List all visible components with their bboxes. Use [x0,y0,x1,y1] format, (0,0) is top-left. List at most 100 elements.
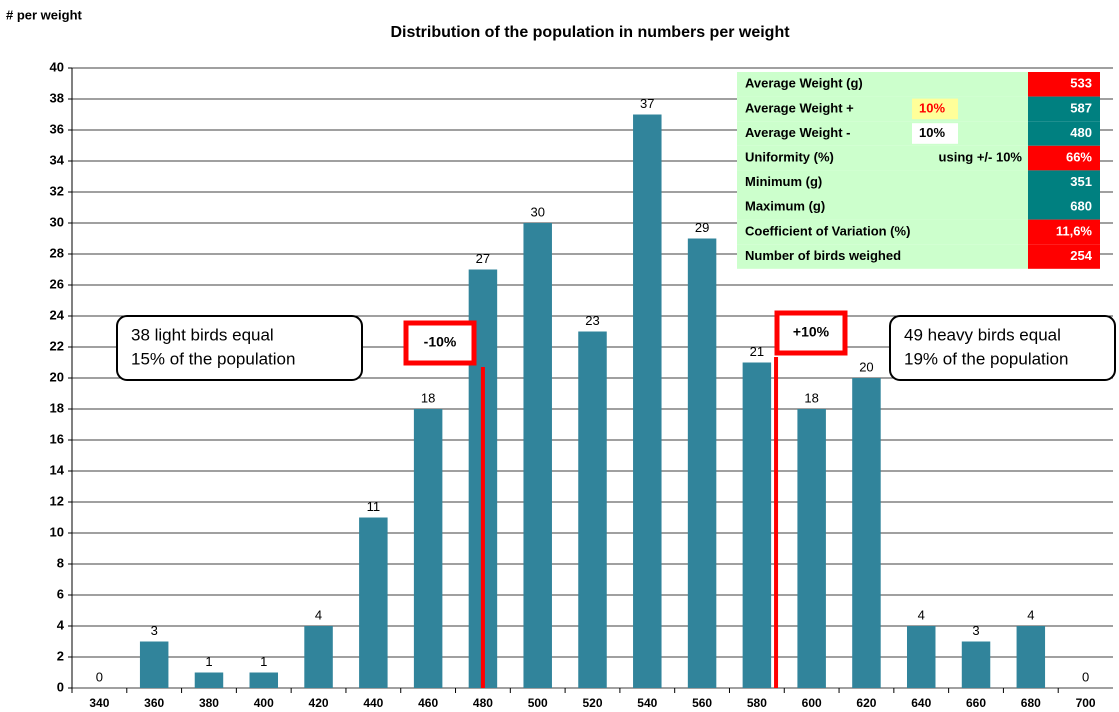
value-label: 21 [750,344,764,359]
stats-value: 11,6% [1056,223,1093,238]
bar [413,409,443,688]
x-tick-label: 620 [856,696,876,710]
annotation-text: 19% of the population [904,349,1068,368]
bar [139,641,169,688]
stats-label-cell [737,219,1028,245]
chart-title: Distribution of the population in number… [390,24,790,41]
value-label: 4 [315,607,322,622]
y-tick-label: 24 [50,307,65,322]
x-tick-label: 640 [911,696,931,710]
stats-label-cell [737,244,1028,269]
stats-label-cell [737,96,1028,122]
stats-value-cell [1028,96,1100,122]
stats-value-cell [1028,244,1100,269]
x-tick-label: 380 [199,696,219,710]
bar [742,362,772,688]
annotation-text: 49 heavy birds equal [904,325,1061,344]
stats-value: 480 [1070,125,1092,140]
stats-label: Minimum (g) [745,174,822,189]
y-tick-label: 14 [50,462,65,477]
y-tick-label: 16 [50,431,64,446]
bar [797,409,826,688]
stats-value: 680 [1070,199,1092,214]
value-label: 18 [804,390,818,405]
value-label: 37 [640,96,654,111]
x-tick-label: 540 [637,696,657,710]
x-tick-label: 680 [1021,696,1041,710]
stats-value: 254 [1070,248,1092,263]
bar [633,114,662,688]
stats-value: 533 [1070,76,1092,91]
stats-label: Number of birds weighed [745,248,901,263]
value-label: 18 [421,390,435,405]
annotation-text: 38 light birds equal [131,325,274,344]
value-label: 1 [260,654,267,669]
value-label: 23 [585,313,599,328]
stats-value-cell [1028,219,1100,245]
x-tick-label: 520 [582,696,602,710]
stats-label-cell [737,121,1028,146]
y-tick-label: 26 [50,276,64,291]
y-tick-label: 6 [57,586,64,601]
stats-label-cell [737,145,1028,171]
annotation-box [889,315,1116,381]
value-label: 1 [205,654,212,669]
y-tick-label: 38 [50,90,64,105]
y-tick-label: 10 [50,524,64,539]
x-tick-label: 360 [144,696,164,710]
y-tick-label: 40 [50,59,64,74]
stats-value-cell [1028,72,1100,97]
stats-label-cell [737,170,1028,195]
stats-value-cell [1028,170,1100,195]
stats-value: 351 [1070,174,1092,189]
stats-label: Maximum (g) [745,199,825,214]
y-tick-label: 20 [50,369,64,384]
reference-box [774,310,848,356]
x-tick-label: 660 [966,696,986,710]
value-label: 11 [367,499,381,514]
x-tick-label: 700 [1076,696,1096,710]
stats-param: 10% [919,125,945,140]
stats-param: 10% [919,100,945,115]
value-label: 29 [695,220,709,235]
y-tick-label: 8 [57,555,64,570]
y-tick-label: 28 [50,245,64,260]
y-tick-label: 36 [50,121,64,136]
y-tick-label: 18 [50,400,64,415]
bar [523,223,552,688]
value-label: 27 [476,251,490,266]
bar [249,672,279,688]
reference-box [403,320,477,366]
y-tick-label: 34 [50,152,65,167]
y-tick-label: 2 [57,648,64,663]
bar [961,641,991,688]
annotation-box [116,315,363,381]
value-label: 4 [1027,607,1034,622]
bar [194,672,224,688]
stats-value-cell [1028,195,1100,220]
x-tick-label: 400 [254,696,274,710]
y-tick-label: 0 [57,679,64,694]
x-tick-label: 580 [747,696,767,710]
y-tick-label: 4 [57,617,65,632]
stats-param: using +/- 10% [939,150,1023,165]
stats-label: Uniformity (%) [745,150,834,165]
stats-value: 66% [1066,150,1092,165]
reference-label: +10% [793,324,830,340]
stats-value: 587 [1070,100,1092,115]
bar [906,626,936,688]
stats-label: Average Weight + [745,100,854,115]
value-label: 0 [1082,669,1089,684]
stats-value-cell [1028,145,1100,171]
x-tick-label: 340 [89,696,109,710]
value-label: 0 [96,669,103,684]
bar [687,238,717,688]
bar [1016,626,1046,688]
stats-param-cell [912,98,958,120]
stats-label: Coefficient of Variation (%) [745,223,910,238]
x-tick-label: 480 [473,696,493,710]
annotation-text: 15% of the population [131,349,295,368]
x-tick-label: 420 [309,696,329,710]
value-label: 4 [918,607,925,622]
